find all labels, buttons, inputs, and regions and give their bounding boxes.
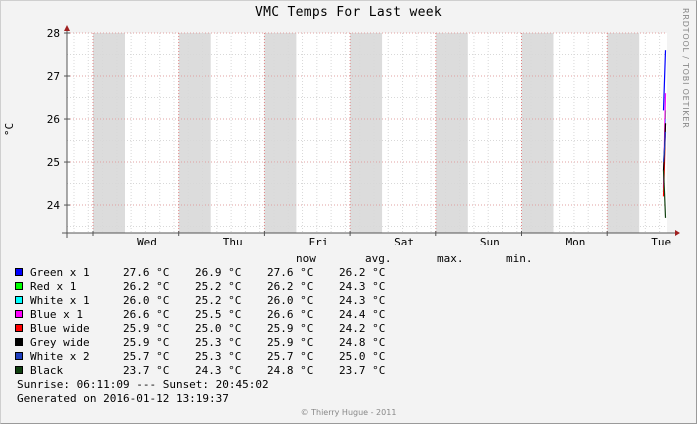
legend-value-min: 24.2 °C (339, 322, 386, 335)
legend-value-now: 25.7 °C (123, 350, 170, 363)
legend-series-name: Black (30, 364, 64, 377)
x-tick-label: Tue (651, 236, 671, 245)
legend-value-min: 23.7 °C (339, 364, 386, 377)
x-tick-label: Wed (137, 236, 157, 245)
legend-value-avg: 25.3 °C (195, 336, 242, 349)
legend-value-max: 25.9 °C (267, 322, 314, 335)
legend-value-avg: 25.2 °C (195, 294, 242, 307)
legend-value-min: 24.4 °C (339, 308, 386, 321)
y-tick-label: 25 (47, 156, 60, 169)
legend-value-now: 26.6 °C (123, 308, 170, 321)
night-band (264, 33, 297, 233)
series-line (662, 170, 667, 218)
legend-value-max: 26.0 °C (267, 294, 314, 307)
legend-header-avg: avg. (365, 252, 392, 265)
night-band (350, 33, 383, 233)
night-band (521, 33, 554, 233)
weekend-bands (67, 33, 667, 233)
legend-value-max: 24.8 °C (267, 364, 314, 377)
copyright-footer: © Thierry Hugue - 2011 (300, 408, 397, 417)
legend-series-name: Blue wide (30, 322, 90, 335)
sunrise-sunset: Sunrise: 06:11:09 --- Sunset: 20:45:02 (17, 378, 269, 391)
series-lines (662, 50, 667, 218)
night-band (93, 33, 125, 233)
legend-value-max: 25.7 °C (267, 350, 314, 363)
legend-swatch (15, 268, 23, 276)
x-axis-arrow (675, 230, 680, 236)
x-tick-label: Sun (480, 236, 500, 245)
legend-value-now: 23.7 °C (123, 364, 170, 377)
grid-lines (67, 32, 667, 233)
chart-title: VMC Temps For Last week (255, 5, 442, 20)
legend-value-avg: 25.5 °C (195, 308, 242, 321)
legend-value-now: 25.9 °C (123, 322, 170, 335)
night-band (607, 33, 640, 233)
legend-value-avg: 25.2 °C (195, 280, 242, 293)
legend-swatch (15, 296, 23, 304)
night-band (435, 33, 468, 233)
legend-value-min: 25.0 °C (339, 350, 386, 363)
legend-series-name: Red x 1 (30, 280, 77, 293)
chart-plot: 24 25 26 27 28 Wed Thu Fri Sat Sun Mon Tue (47, 25, 680, 245)
legend-value-min: 26.2 °C (339, 266, 386, 279)
legend-value-now: 27.6 °C (123, 266, 170, 279)
legend-value-min: 24.3 °C (339, 280, 386, 293)
y-tick-label: 28 (47, 27, 60, 40)
legend-value-max: 26.2 °C (267, 280, 314, 293)
legend-swatch (15, 310, 23, 318)
legend-value-max: 27.6 °C (267, 266, 314, 279)
y-tick-label: 27 (47, 70, 60, 83)
legend-value-avg: 25.0 °C (195, 322, 242, 335)
legend-value-now: 25.9 °C (123, 336, 170, 349)
y-tick-labels: 24 25 26 27 28 (47, 27, 61, 212)
x-tick-label: Mon (566, 236, 586, 245)
legend-value-avg: 24.3 °C (195, 364, 242, 377)
night-band (178, 33, 211, 233)
legend-value-min: 24.3 °C (339, 294, 386, 307)
legend-swatch (15, 338, 23, 346)
rrdtool-watermark: RRDTOOL / TOBI OETIKER (681, 8, 690, 129)
axes (62, 25, 680, 238)
legend-value-now: 26.0 °C (123, 294, 170, 307)
x-tick-label: Sat (394, 236, 414, 245)
series-line (662, 131, 667, 163)
generated-timestamp: Generated on 2016-01-12 13:19:37 (17, 392, 229, 405)
legend-header-now: now (296, 252, 316, 265)
legend-series-name: White x 2 (30, 350, 90, 363)
legend-value-min: 24.8 °C (339, 336, 386, 349)
legend-value-avg: 26.9 °C (195, 266, 242, 279)
y-tick-label: 26 (47, 113, 60, 126)
y-axis-arrow (64, 25, 70, 31)
legend-series-name: Green x 1 (30, 266, 90, 279)
legend-value-now: 26.2 °C (123, 280, 170, 293)
legend-header-max: max. (437, 252, 464, 265)
legend-swatch (15, 282, 23, 290)
legend-swatch (15, 352, 23, 360)
legend-value-max: 26.6 °C (267, 308, 314, 321)
legend-series-name: Grey wide (30, 336, 90, 349)
x-tick-labels: Wed Thu Fri Sat Sun Mon Tue (137, 236, 671, 245)
legend-value-avg: 25.3 °C (195, 350, 242, 363)
legend-series-name: White x 1 (30, 294, 90, 307)
y-tick-label: 24 (47, 199, 61, 212)
legend-value-max: 25.9 °C (267, 336, 314, 349)
legend-series-name: Blue x 1 (30, 308, 83, 321)
legend-swatch (15, 324, 23, 332)
legend-header-min: min. (506, 252, 533, 265)
x-tick-label: Thu (223, 236, 243, 245)
series-line (662, 50, 667, 111)
x-tick-label: Fri (308, 236, 328, 245)
legend-swatch (15, 366, 23, 374)
